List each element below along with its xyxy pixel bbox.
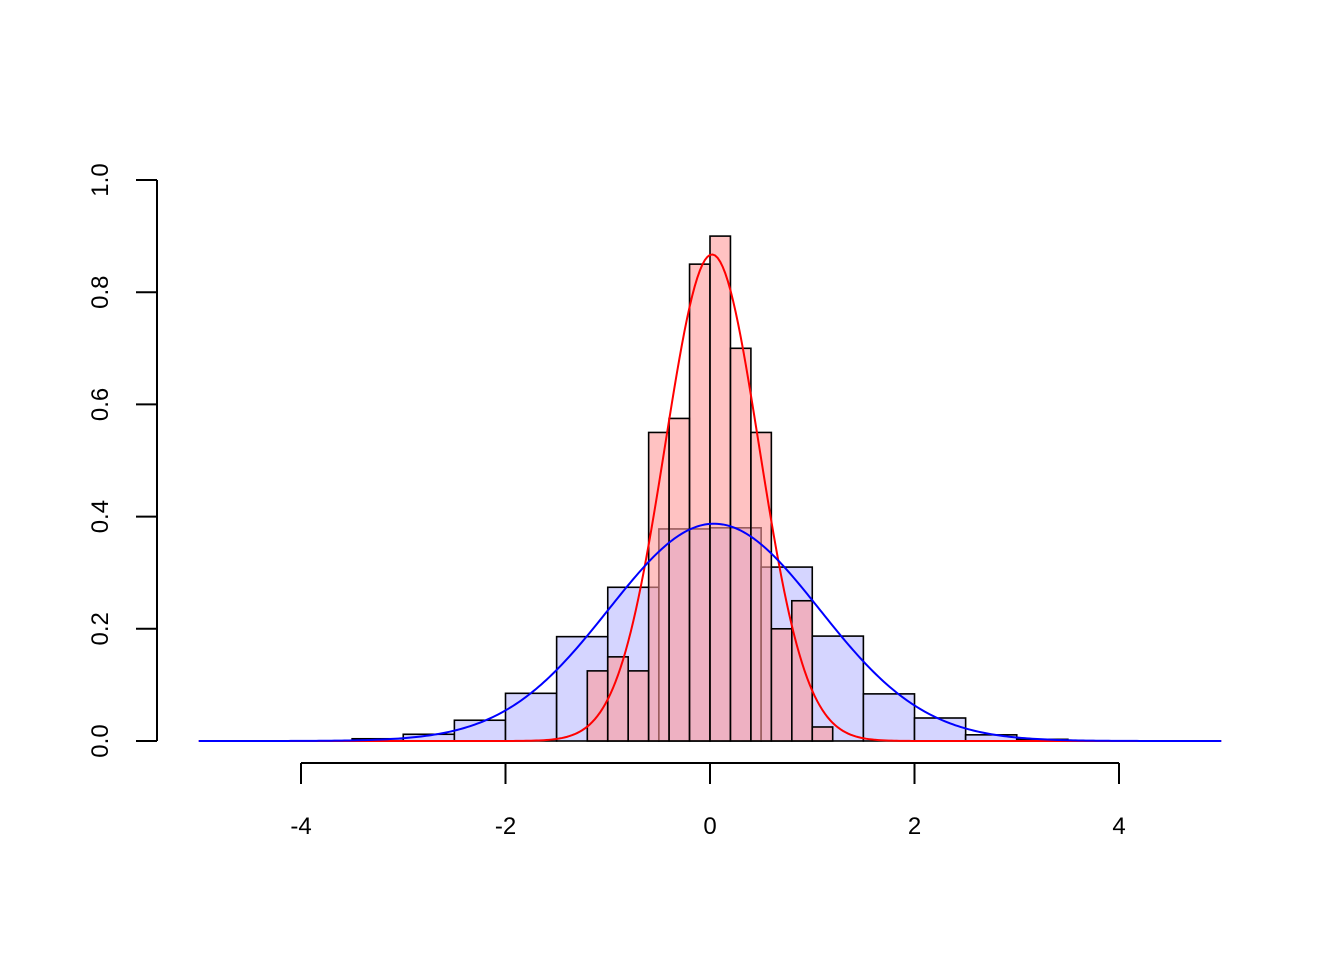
density-lines [198,253,1222,742]
histogram-1-bar-11 [811,726,834,742]
histogram-1-bar-9 [770,627,793,742]
histogram-1-bar-2 [627,670,650,742]
histogram-0-bar-9 [811,635,865,742]
y-tick-label-4: 0.8 [87,276,114,309]
x-tick-label-0: -4 [290,813,311,840]
histogram-1-bar-8 [750,431,773,742]
histogram-0-bar-3 [504,692,558,742]
y-tick-label-5: 1.0 [87,163,114,196]
x-tick-label-1: -2 [495,813,516,840]
histogram-bars [351,235,1069,742]
histogram-1-bar-6 [709,235,732,742]
histogram-0-bar-11 [913,717,967,742]
histogram-1-bar-7 [729,347,752,742]
x-tick-label-2: 0 [703,813,716,840]
histogram-1-bar-1 [606,656,630,742]
histogram-1-bar-4 [668,417,691,742]
histogram-1-bar-5 [688,263,711,742]
y-tick-label-3: 0.6 [87,388,114,421]
y-tick-label-0: 0.0 [87,724,114,757]
density-line-3 [198,522,1222,742]
y-axis: 0.0 0.2 0.4 0.6 0.8 1.0 [87,163,158,758]
histogram-1-bar-10 [790,599,814,742]
x-axis: -4 -2 0 2 4 [290,762,1126,840]
y-tick-label-1: 0.2 [87,612,114,645]
y-tick-label-2: 0.4 [87,500,114,533]
density-line-2 [198,253,1222,742]
x-tick-label-3: 2 [908,813,921,840]
x-tick-label-4: 4 [1112,813,1125,840]
